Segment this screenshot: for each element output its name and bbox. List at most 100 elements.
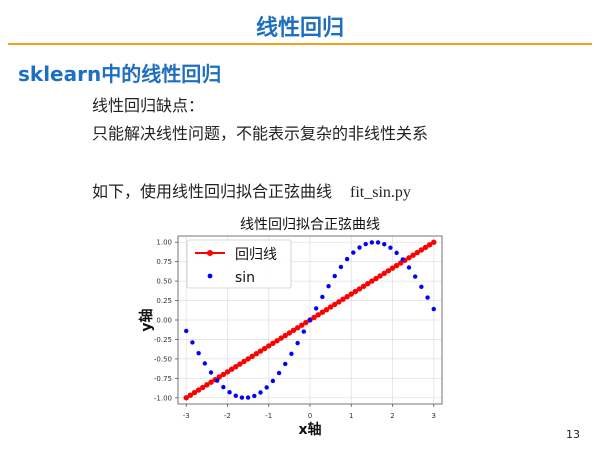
- regression-point: [406, 255, 412, 261]
- regression-point: [426, 242, 433, 248]
- regression-point: [336, 299, 342, 305]
- sin-point: [412, 274, 418, 279]
- sin-point: [406, 265, 412, 270]
- regression-point: [191, 389, 198, 396]
- section-subtitle: sklearn中的线性回归: [18, 62, 222, 86]
- regression-point: [319, 309, 326, 315]
- x-tick-label: 0: [308, 412, 312, 420]
- regression-point: [187, 392, 194, 398]
- y-tick-label: -1.00: [154, 394, 172, 402]
- regression-point: [431, 239, 437, 245]
- sin-point: [221, 384, 226, 390]
- sin-point: [344, 256, 350, 262]
- sin-point: [239, 395, 245, 400]
- regression-point: [414, 249, 420, 256]
- regression-point: [398, 260, 404, 266]
- sin-point: [307, 317, 313, 323]
- regression-point: [204, 382, 210, 388]
- regression-point: [369, 278, 375, 284]
- regression-point: [315, 312, 321, 318]
- sin-point: [357, 245, 362, 250]
- regression-point: [352, 288, 359, 295]
- page-number: 13: [566, 428, 580, 441]
- regression-point: [340, 296, 346, 302]
- sin-point: [233, 393, 238, 398]
- regression-point: [311, 314, 317, 321]
- regression-point: [348, 291, 354, 297]
- sin-point: [369, 240, 375, 245]
- chart-container: 线性回归拟合正弦曲线 -3 -2 -1 0 1 2 3 -1.00 -0.75 -0.50 -0.2…: [125, 208, 465, 440]
- regression-point: [422, 244, 429, 251]
- sin-point: [382, 242, 387, 247]
- axis-ticks: -3 -2 -1 0 1 2 3 -1.00 -0.75 -0.50 -0.25 0.00 0.25 0.…: [154, 239, 436, 420]
- regression-point: [245, 356, 251, 362]
- y-tick-label: 0.50: [156, 278, 172, 286]
- regression-point: [327, 304, 334, 310]
- regression-point: [286, 330, 293, 336]
- regression-point: [418, 247, 425, 253]
- sin-point: [332, 273, 337, 279]
- regression-point: [377, 273, 383, 279]
- legend-regression-label: 回归线: [235, 246, 277, 263]
- body-text-line-3-text: 如下，使用线性回归拟合正弦曲线: [92, 182, 333, 201]
- body-text-line-2: 只能解决线性问题，不能表示复杂的非线性关系: [92, 124, 429, 143]
- regression-point: [381, 270, 387, 277]
- x-axis-label: x轴: [298, 421, 321, 438]
- sin-point: [190, 340, 195, 345]
- sin-point: [202, 361, 208, 366]
- regression-point: [228, 366, 235, 372]
- regression-point: [266, 343, 272, 349]
- sin-point: [326, 283, 331, 289]
- chart-legend: 回归线 sin: [186, 239, 292, 289]
- regression-point: [332, 301, 338, 308]
- sin-point: [252, 393, 257, 399]
- regression-point: [195, 387, 202, 393]
- legend-sin-label: sin: [235, 270, 255, 286]
- sin-point: [184, 328, 189, 334]
- sin-point: [289, 351, 294, 357]
- y-tick-label: -0.25: [154, 336, 172, 344]
- legend-regression-marker-icon: [207, 250, 213, 256]
- sin-point: [264, 385, 269, 390]
- sin-point: [283, 361, 288, 367]
- sin-point: [388, 245, 393, 250]
- sin-point: [320, 294, 325, 300]
- regression-point: [323, 306, 330, 313]
- body-text-line-1: 线性回归缺点：: [92, 96, 205, 115]
- x-tick-label: -1: [265, 412, 272, 420]
- x-tick-label: -3: [183, 412, 190, 420]
- regression-point: [208, 379, 214, 385]
- regression-point: [299, 322, 305, 328]
- regression-point: [241, 358, 247, 365]
- sin-point: [419, 284, 424, 289]
- sin-point: [208, 370, 214, 375]
- sin-point: [301, 329, 307, 334]
- chart-series: [183, 239, 437, 401]
- sin-point: [394, 250, 399, 256]
- regression-point: [389, 265, 396, 271]
- title-divider: [8, 43, 592, 45]
- sin-point: [313, 306, 319, 311]
- legend-sin-marker-icon: [207, 273, 213, 279]
- sin-point: [400, 257, 406, 262]
- regression-point: [249, 353, 255, 360]
- chart-title: 线性回归拟合正弦曲线: [240, 216, 380, 233]
- x-tick-label: 3: [432, 412, 436, 420]
- body-text-line-3: 如下，使用线性回归拟合正弦曲线 fit_sin.py: [92, 178, 411, 202]
- regression-point: [224, 369, 231, 375]
- regression-point: [220, 371, 227, 378]
- regression-point: [270, 340, 276, 347]
- sin-point: [227, 390, 232, 395]
- y-tick-label: 0.75: [156, 258, 172, 266]
- y-tick-label: 1.00: [156, 239, 172, 247]
- y-tick-label: -0.75: [154, 375, 172, 383]
- x-tick-label: 2: [390, 412, 394, 420]
- regression-point: [365, 280, 371, 287]
- file-name: fit_sin.py: [350, 184, 411, 201]
- sin-point: [431, 306, 436, 312]
- regression-point: [261, 345, 268, 352]
- sin-point: [295, 340, 300, 346]
- sin-point: [214, 378, 220, 383]
- regression-point: [385, 268, 392, 274]
- sin-point: [270, 378, 276, 384]
